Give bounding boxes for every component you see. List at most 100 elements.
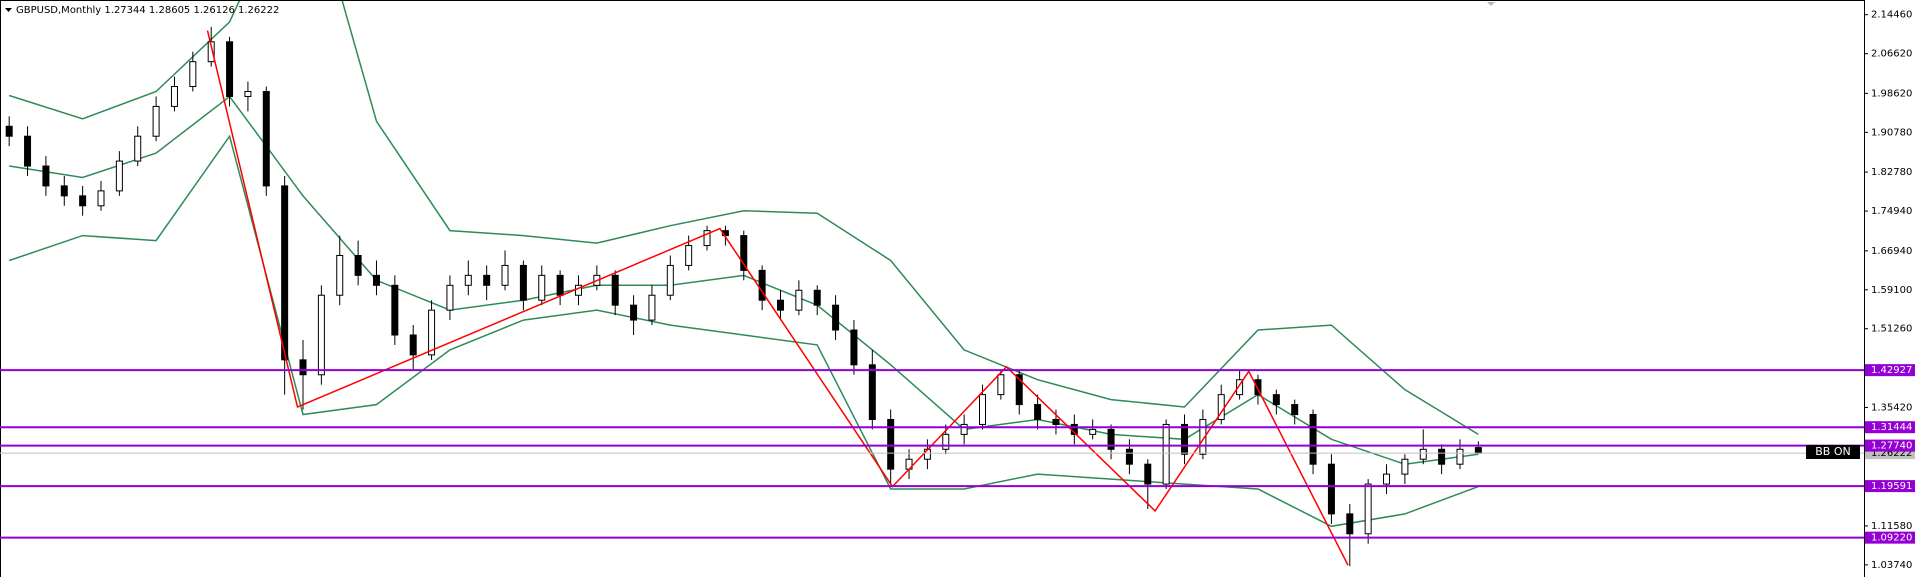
candle-body [226, 41, 234, 97]
candle-body [1383, 473, 1391, 485]
candle-body [887, 418, 895, 470]
level-tag [1865, 531, 1915, 544]
y-tick-label: 1.59100 [1871, 285, 1912, 296]
candle-body [336, 254, 344, 296]
chart-title: GBPUSD,Monthly 1.27344 1.28605 1.26126 1… [16, 5, 279, 16]
candle-body [372, 274, 380, 286]
y-tick-label: 1.82780 [1871, 167, 1912, 178]
candle-body [795, 289, 803, 311]
candle-body [1419, 448, 1427, 460]
level-label: 1.09220 [1871, 533, 1912, 544]
level-tag [1865, 421, 1915, 434]
candle-body [207, 41, 215, 63]
level-label: 1.27740 [1871, 441, 1912, 452]
candle-body [1125, 448, 1133, 465]
candle-body [942, 433, 950, 450]
candle-body [428, 309, 436, 356]
candle-body [1456, 448, 1464, 465]
plot-area [5, 0, 1482, 567]
candle-body [611, 274, 619, 306]
candle-body [648, 294, 656, 321]
candle-body [832, 304, 840, 331]
candle-body [813, 289, 821, 306]
candle-body [115, 160, 123, 192]
bollinger-band [8, 134, 1479, 528]
y-tick-label: 2.14460 [1871, 10, 1912, 21]
candle-body [134, 135, 142, 162]
y-tick-label: 1.35420 [1871, 402, 1912, 413]
candle-body [170, 86, 178, 107]
level-tag [1865, 364, 1915, 377]
candle-body [189, 61, 197, 88]
candle-body [1364, 483, 1372, 535]
candle-body [281, 185, 289, 361]
candle-body [409, 334, 417, 356]
y-tick-label: 1.74940 [1871, 206, 1912, 217]
candle-body [1272, 394, 1280, 406]
candle-body [97, 190, 105, 207]
candle-body [24, 135, 32, 167]
candle-body [354, 254, 362, 276]
candle-body [1474, 447, 1482, 454]
candle-body [997, 374, 1005, 396]
menu-arrow [5, 8, 12, 12]
candle-body [1199, 418, 1207, 455]
candle-body [1309, 414, 1317, 465]
candle-body [1346, 513, 1354, 535]
candle-body [262, 90, 270, 187]
bollinger-band [8, 0, 1479, 436]
level-label: 1.31444 [1871, 422, 1912, 433]
candle-body [1015, 374, 1023, 406]
candle-body [446, 284, 454, 311]
candle-body [538, 274, 546, 301]
candle-body [1327, 463, 1335, 515]
candle-body [556, 274, 564, 296]
y-tick-label: 1.51260 [1871, 324, 1912, 335]
level-tag [1865, 439, 1915, 452]
candle-body [42, 165, 50, 187]
candle-body [483, 274, 491, 286]
candle-body [685, 245, 693, 266]
candle-body [703, 230, 711, 247]
shift-marker [1487, 2, 1495, 6]
y-tick-label: 1.98620 [1871, 88, 1912, 99]
candle-body [1181, 423, 1189, 455]
candle-body [1401, 458, 1409, 475]
candle-body [1034, 404, 1042, 420]
candle-body [1162, 423, 1170, 485]
candle-body [1438, 448, 1446, 465]
indicator-label: BB ON [1815, 445, 1850, 458]
candle-body [758, 269, 766, 301]
candle-body [1052, 418, 1060, 425]
level-label: 1.19591 [1871, 481, 1912, 492]
candle-body [519, 264, 527, 301]
candle-body [868, 364, 876, 420]
candle-body [391, 284, 399, 336]
candle-body [1144, 463, 1152, 485]
candle-body [1107, 428, 1115, 450]
candle-body [630, 304, 638, 321]
candle-body [960, 423, 968, 435]
candle-body [79, 195, 87, 207]
candle-body [5, 125, 13, 137]
candle-body [740, 235, 748, 271]
y-tick-label: 1.66940 [1871, 246, 1912, 257]
candle-body [1254, 379, 1262, 396]
candle-body [464, 274, 472, 286]
candle-body [60, 185, 68, 197]
candle-body [850, 329, 858, 366]
candle-body [244, 90, 252, 97]
candle-body [776, 299, 784, 311]
candle-body [1291, 404, 1299, 416]
candle-body [317, 294, 325, 376]
indicator-box [1806, 445, 1860, 459]
candle-body [979, 394, 987, 425]
candle-body [152, 105, 160, 137]
candle-body [299, 359, 307, 376]
y-tick-label: 2.06620 [1871, 49, 1912, 60]
candle-body [1089, 428, 1097, 435]
y-tick-label: 1.03740 [1871, 560, 1912, 571]
candle-body [666, 264, 674, 296]
